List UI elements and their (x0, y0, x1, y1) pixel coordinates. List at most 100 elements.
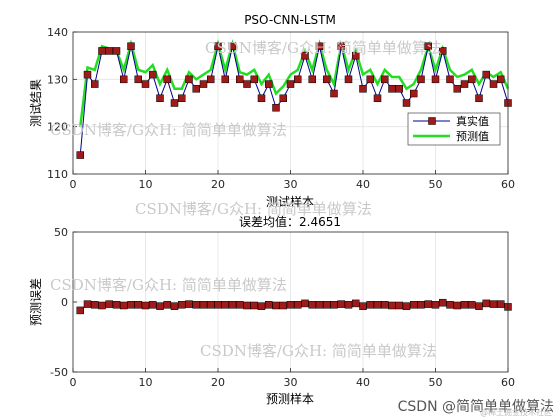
data-point (199, 301, 208, 309)
data-point (192, 301, 200, 309)
watermark-text: CSDN博客/G众H: 简简单单做算法 (135, 200, 372, 218)
x-tick-label: 20 (211, 178, 225, 191)
data-point (127, 301, 135, 309)
data-point (149, 70, 157, 79)
x-tick-label: 0 (70, 376, 77, 389)
data-point (475, 302, 483, 310)
data-point (127, 42, 135, 50)
data-point (250, 75, 258, 84)
data-point (163, 75, 171, 84)
data-point (323, 75, 331, 84)
data-point (460, 80, 469, 88)
data-point (76, 151, 84, 159)
data-point (446, 75, 454, 84)
data-point (207, 301, 215, 309)
data-point (308, 75, 316, 84)
y-tick-label: 140 (47, 26, 68, 39)
data-point (250, 301, 258, 310)
data-point (453, 301, 461, 310)
data-point (243, 80, 251, 88)
data-point (330, 301, 338, 309)
x-tick-label: 20 (211, 376, 225, 389)
y-tick-label: 0 (61, 296, 68, 309)
y-tick-label: 110 (47, 168, 68, 181)
data-point (134, 75, 142, 84)
data-point (279, 94, 287, 103)
axis-ticks: 0 10 20 30 40 50 60 110 120 130 140 (47, 26, 515, 191)
x-tick-label: 30 (284, 178, 298, 191)
y-tick-label: 130 (47, 73, 68, 86)
data-point (178, 94, 186, 103)
data-point (468, 75, 476, 84)
data-point (497, 300, 505, 308)
data-point (424, 42, 432, 50)
data-point (439, 47, 447, 55)
data-point (83, 70, 92, 79)
data-point (431, 75, 440, 84)
data-point (192, 85, 200, 93)
data-point (482, 299, 490, 308)
data-point (439, 298, 447, 307)
data-point (489, 300, 498, 308)
data-point (170, 302, 179, 310)
data-point (475, 94, 483, 103)
watermark-text: CSDN博客/G众H: 简简单单做算法 (50, 276, 287, 294)
data-point (163, 301, 171, 309)
data-point (344, 301, 353, 309)
legend-label-pred: 预测值 (456, 130, 489, 143)
footer-credit: CSDN @简简单单做算法 (397, 399, 554, 415)
data-point (301, 51, 309, 60)
data-point (257, 94, 266, 103)
data-point (294, 75, 302, 84)
x-axis-label: 测试样本 (266, 194, 314, 209)
data-point (410, 89, 418, 98)
data-point (214, 42, 222, 50)
data-point (120, 75, 128, 84)
data-point (352, 299, 360, 308)
data-point (489, 80, 498, 88)
data-point (149, 301, 157, 309)
data-point (294, 301, 302, 309)
data-point (91, 80, 99, 88)
chart-title: PSO-CNN-LSTM (244, 13, 336, 27)
data-point (359, 302, 367, 310)
x-tick-label: 40 (356, 376, 370, 389)
data-point (388, 85, 396, 93)
data-point (417, 301, 425, 309)
legend: 真实值 预测值 (407, 112, 501, 146)
data-point (185, 75, 193, 84)
data-point (286, 80, 295, 88)
data-point (156, 302, 164, 310)
data-point (257, 302, 266, 310)
data-point (105, 47, 113, 55)
watermarks: CSDN博客/G众H: 简简单单做算法 CSDN博客/G众H: 简简单单做算法 … (50, 39, 442, 360)
data-point (330, 89, 338, 98)
data-point (381, 75, 389, 84)
data-point (468, 301, 476, 309)
top-chart: PSO-CNN-LSTM 0 10 20 30 40 50 60 110 120 130 140 测… (28, 13, 515, 209)
data-point (91, 301, 99, 309)
data-point (83, 300, 92, 308)
data-point (221, 301, 229, 309)
data-point (359, 85, 367, 93)
y-tick-label: -50 (50, 366, 68, 379)
data-point (344, 75, 353, 84)
data-point (366, 301, 374, 309)
data-point (337, 300, 345, 308)
data-point (417, 75, 425, 84)
data-point (424, 300, 432, 308)
data-point (308, 301, 316, 309)
data-point (315, 42, 324, 50)
watermark-text: CSDN博客/G众H: 简简单单做算法 (200, 342, 437, 360)
data-point (279, 301, 287, 310)
data-point (286, 301, 295, 309)
data-point (112, 47, 121, 55)
data-point (373, 94, 382, 103)
data-point (221, 75, 229, 84)
footer-subcredit: @稀土掘金技术社区 (480, 408, 552, 417)
data-point (228, 42, 237, 50)
data-point (315, 301, 324, 309)
y-axis-label: 测试结果 (28, 79, 43, 127)
data-point (410, 301, 418, 309)
